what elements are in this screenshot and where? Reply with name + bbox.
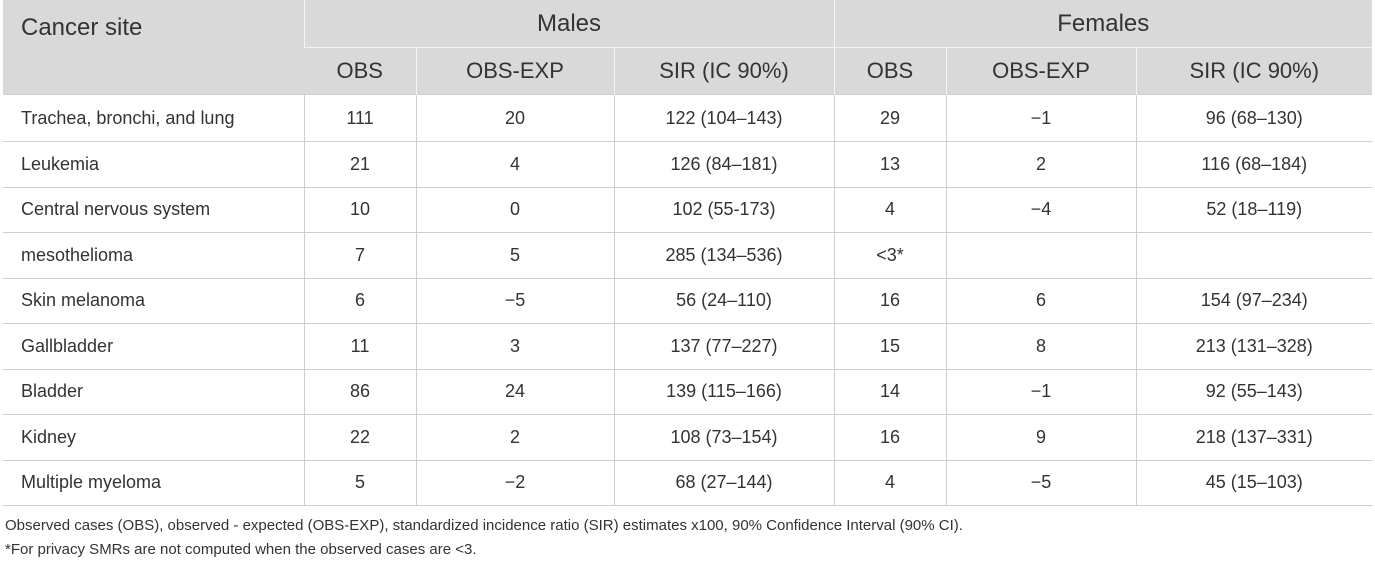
header-males: Males (303, 0, 834, 48)
cell-females-sir: 116 (68–184) (1135, 141, 1373, 188)
table-row: Skin melanoma 6 −5 56 (24–110) 16 6 154 … (3, 278, 1373, 324)
cell-females-sir: 92 (55–143) (1135, 369, 1373, 415)
cell-males-obs-exp: −2 (415, 460, 614, 506)
cell-males-sir: 68 (27–144) (613, 460, 834, 506)
cell-females-sir: 96 (68–130) (1135, 94, 1373, 142)
cell-males-sir: 139 (115–166) (613, 369, 834, 415)
table-row: Kidney 22 2 108 (73–154) 16 9 218 (137–3… (3, 414, 1373, 461)
cell-males-obs: 6 (303, 278, 416, 324)
cell-females-sir: 52 (18–119) (1135, 187, 1373, 233)
cell-males-sir: 122 (104–143) (613, 94, 834, 142)
cell-males-obs-exp: 2 (415, 414, 614, 461)
header-males-obs: OBS (304, 47, 416, 95)
cell-site: Central nervous system (3, 187, 304, 233)
cell-females-obs-exp: −1 (945, 369, 1136, 415)
cell-females-obs: 16 (833, 278, 946, 324)
cell-females-obs: 4 (833, 460, 946, 506)
cell-females-sir: 154 (97–234) (1135, 278, 1373, 324)
cell-males-obs-exp: 20 (415, 94, 614, 142)
table-row: Trachea, bronchi, and lung 111 20 122 (1… (3, 94, 1373, 142)
table-row: Gallbladder 11 3 137 (77–227) 15 8 213 (… (3, 323, 1373, 370)
cell-males-obs-exp: 24 (415, 369, 614, 415)
incidence-table-container: Cancer site Males Females OBS OBS-EXP SI… (3, 0, 1374, 562)
table-row: Bladder 86 24 139 (115–166) 14 −1 92 (55… (3, 369, 1373, 415)
header-males-obs-exp: OBS-EXP (415, 47, 614, 95)
footnote-abbreviations: Observed cases (OBS), observed - expecte… (5, 517, 963, 534)
cell-females-obs: 29 (833, 94, 946, 142)
cell-females-sir: 218 (137–331) (1135, 414, 1373, 461)
cell-males-sir: 102 (55-173) (613, 187, 834, 233)
cell-females-obs-exp: 6 (945, 278, 1136, 324)
cell-site: mesothelioma (3, 232, 304, 279)
cell-males-sir: 56 (24–110) (613, 278, 834, 324)
table-row: Central nervous system 10 0 102 (55-173)… (3, 187, 1373, 233)
cell-site: Kidney (3, 414, 304, 461)
cell-males-obs-exp: −5 (415, 278, 614, 324)
table-row: mesothelioma 7 5 285 (134–536) <3* (3, 232, 1373, 279)
cell-males-obs-exp: 4 (415, 141, 614, 188)
cell-females-obs: 16 (833, 414, 946, 461)
cell-females-obs-exp (945, 232, 1136, 279)
cell-males-sir: 108 (73–154) (613, 414, 834, 461)
incidence-table: Cancer site Males Females OBS OBS-EXP SI… (3, 0, 1373, 506)
cell-males-obs: 5 (303, 460, 416, 506)
cell-males-sir: 126 (84–181) (613, 141, 834, 188)
cell-females-obs-exp: 2 (945, 141, 1136, 188)
cell-males-obs: 22 (303, 414, 416, 461)
cell-site: Bladder (3, 369, 304, 415)
cell-males-obs-exp: 0 (415, 187, 614, 233)
cell-males-obs-exp: 3 (415, 323, 614, 370)
cell-males-obs: 7 (303, 232, 416, 279)
cell-site: Leukemia (3, 141, 304, 188)
cell-females-obs-exp: 8 (945, 323, 1136, 370)
header-females: Females (833, 0, 1373, 48)
cell-site: Skin melanoma (3, 278, 304, 324)
header-females-sir: SIR (IC 90%) (1135, 47, 1373, 95)
header-cancer-site: Cancer site (3, 0, 304, 95)
cell-males-obs: 111 (303, 94, 416, 142)
cell-males-obs: 10 (303, 187, 416, 233)
cell-females-obs: 4 (833, 187, 946, 233)
cell-females-obs: 14 (833, 369, 946, 415)
cell-females-obs: 13 (833, 141, 946, 188)
cell-females-obs: 15 (833, 323, 946, 370)
cell-females-sir: 45 (15–103) (1135, 460, 1373, 506)
table-row: Multiple myeloma 5 −2 68 (27–144) 4 −5 4… (3, 460, 1373, 506)
cell-females-obs: <3* (833, 232, 946, 279)
cell-site: Gallbladder (3, 323, 304, 370)
cell-males-obs-exp: 5 (415, 232, 614, 279)
cell-females-obs-exp: −5 (945, 460, 1136, 506)
table-footnotes: Observed cases (OBS), observed - expecte… (3, 514, 1374, 562)
cell-males-obs: 21 (303, 141, 416, 188)
header-females-obs-exp: OBS-EXP (945, 47, 1136, 95)
cell-females-obs-exp: −4 (945, 187, 1136, 233)
cell-site: Trachea, bronchi, and lung (3, 94, 304, 142)
cell-females-sir (1135, 232, 1373, 279)
cell-females-sir: 213 (131–328) (1135, 323, 1373, 370)
cell-males-obs: 11 (303, 323, 416, 370)
cell-females-obs-exp: −1 (945, 94, 1136, 142)
footnote-privacy: *For privacy SMRs are not computed when … (5, 541, 477, 558)
cell-males-sir: 285 (134–536) (613, 232, 834, 279)
cell-site: Multiple myeloma (3, 460, 304, 506)
cell-males-sir: 137 (77–227) (613, 323, 834, 370)
cell-males-obs: 86 (303, 369, 416, 415)
table-row: Leukemia 21 4 126 (84–181) 13 2 116 (68–… (3, 141, 1373, 188)
header-males-sir: SIR (IC 90%) (613, 47, 834, 95)
header-females-obs: OBS (833, 47, 946, 95)
cell-females-obs-exp: 9 (945, 414, 1136, 461)
